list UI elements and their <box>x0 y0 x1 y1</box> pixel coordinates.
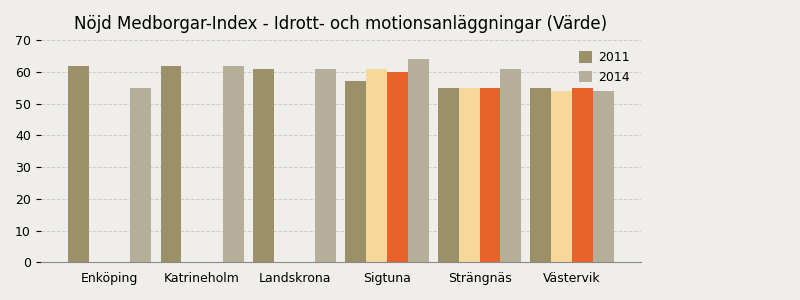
Title: Nöjd Medborgar-Index - Idrott- och motionsanläggningar (Värde): Nöjd Medborgar-Index - Idrott- och motio… <box>74 15 607 33</box>
Bar <box>387 72 408 262</box>
Bar <box>161 65 182 262</box>
Bar <box>68 65 89 262</box>
Bar <box>438 88 458 262</box>
Bar <box>501 69 522 262</box>
Bar <box>366 69 387 262</box>
Bar <box>480 88 501 262</box>
Bar <box>530 88 551 262</box>
Bar <box>223 65 244 262</box>
Bar <box>346 81 366 262</box>
Bar <box>408 59 429 262</box>
Bar <box>593 91 614 262</box>
Bar <box>572 88 593 262</box>
Bar <box>458 88 480 262</box>
Bar <box>130 88 151 262</box>
Bar <box>551 91 572 262</box>
Bar <box>315 69 336 262</box>
Legend: 2011, 2014: 2011, 2014 <box>574 46 634 88</box>
Bar <box>253 69 274 262</box>
